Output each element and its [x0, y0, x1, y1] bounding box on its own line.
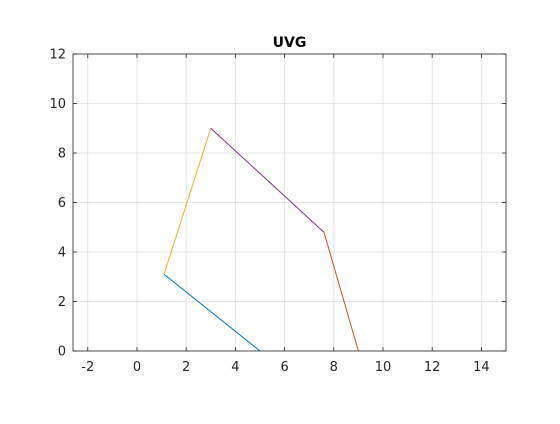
ticks	[73, 53, 506, 352]
x-tick-label: 4	[231, 360, 239, 375]
y-tick-label: 8	[58, 147, 66, 162]
series-line-1	[163, 273, 261, 352]
y-tick-label: 4	[58, 246, 66, 261]
y-tick-label: 2	[58, 295, 66, 310]
chart-title: UVG	[273, 35, 307, 51]
series-line-3	[210, 127, 325, 233]
y-tick-label: 10	[49, 97, 66, 112]
y-tick-label: 0	[58, 345, 66, 360]
series-group	[163, 127, 359, 352]
series-line-2	[163, 128, 212, 275]
series-line-4	[323, 232, 359, 352]
x-tick-label: 14	[473, 360, 490, 375]
x-tick-label: 10	[375, 360, 392, 375]
y-tick-labels: 0 2 4 6 8 10 12	[49, 48, 66, 360]
x-tick-label: 2	[182, 360, 190, 375]
y-tick-label: 12	[49, 48, 66, 63]
x-tick-label: -2	[81, 360, 94, 375]
y-tick-label: 6	[58, 196, 66, 211]
x-tick-label: 12	[424, 360, 441, 375]
x-tick-label: 6	[280, 360, 288, 375]
x-tick-label: 8	[330, 360, 338, 375]
x-tick-labels: -2 0 2 4 6 8 10 12 14	[81, 360, 489, 375]
x-tick-label: 0	[133, 360, 141, 375]
